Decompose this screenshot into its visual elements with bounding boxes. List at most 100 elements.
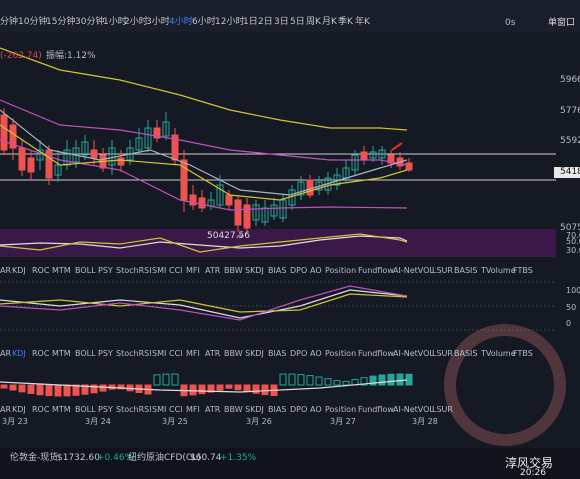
histogram-bar bbox=[243, 384, 251, 393]
interval-button[interactable]: 月K bbox=[322, 17, 337, 27]
indicator-tab[interactable]: BOLL bbox=[75, 266, 96, 275]
window-button[interactable]: 单窗口 bbox=[548, 18, 576, 28]
interval-button[interactable]: 15分钟 bbox=[46, 17, 76, 27]
indicator-tab[interactable]: ATR bbox=[205, 349, 221, 358]
indicator-tab[interactable]: AO bbox=[310, 405, 322, 414]
indicator-tab[interactable]: Position bbox=[325, 349, 357, 358]
candle-body bbox=[45, 149, 53, 179]
interval-button[interactable]: 30分钟 bbox=[75, 17, 105, 27]
indicator-tab[interactable]: SKDJ bbox=[245, 405, 264, 414]
histogram-bar bbox=[315, 376, 323, 386]
indicator-tab[interactable]: MTM bbox=[52, 349, 71, 358]
histogram-bar bbox=[396, 373, 404, 386]
histogram-bar bbox=[162, 373, 170, 386]
candle-body bbox=[279, 199, 287, 219]
indicator-tab[interactable]: BBW bbox=[224, 405, 243, 414]
interval-button[interactable]: 2日 bbox=[258, 17, 273, 27]
indicator-tab[interactable]: CCI bbox=[169, 349, 183, 358]
indicator-tab[interactable]: AO bbox=[310, 266, 322, 275]
histogram-bar bbox=[306, 375, 314, 386]
indicator-tab[interactable]: ROC bbox=[32, 266, 50, 275]
indicator-tab[interactable]: SMI bbox=[152, 266, 167, 275]
candle-body bbox=[369, 151, 377, 159]
interval-button[interactable]: 10分钟 bbox=[18, 17, 48, 27]
interval-button[interactable]: 3日 bbox=[274, 17, 289, 27]
interval-button[interactable]: 年K bbox=[355, 17, 370, 27]
indicator-tab[interactable]: DPO bbox=[290, 266, 308, 275]
indicator-tab[interactable]: MTM bbox=[52, 405, 71, 414]
indicator-tab[interactable]: BASIS bbox=[454, 349, 478, 358]
indicator-tab[interactable]: AI-NetVOL bbox=[393, 405, 434, 414]
indicator-tab[interactable]: MFI bbox=[186, 266, 200, 275]
indicator-tab[interactable]: AI-NetVOL bbox=[393, 349, 434, 358]
indicator-tab[interactable]: ATR bbox=[205, 266, 221, 275]
indicator-tab[interactable]: ROC bbox=[32, 405, 50, 414]
indicator-tab[interactable]: BASIS bbox=[454, 266, 478, 275]
indicator-tab[interactable]: StochRSI bbox=[116, 266, 152, 275]
indicator-tab[interactable]: MFI bbox=[186, 349, 200, 358]
indicator-tab[interactable]: LSUR bbox=[432, 349, 453, 358]
interval-button[interactable]: 1日 bbox=[243, 17, 258, 27]
indicator-tab[interactable]: Position bbox=[325, 405, 357, 414]
indicator-tab[interactable]: BBW bbox=[224, 266, 243, 275]
indicator-tab[interactable]: ROC bbox=[32, 349, 50, 358]
indicator-tab[interactable]: BIAS bbox=[268, 405, 287, 414]
indicator-tab[interactable]: BOLL bbox=[75, 405, 96, 414]
interval-button[interactable]: 季K bbox=[338, 17, 353, 27]
interval-button[interactable]: 3小时 bbox=[146, 17, 170, 27]
interval-button[interactable]: 分钟 bbox=[0, 17, 19, 27]
interval-button[interactable]: 5日 bbox=[290, 17, 305, 27]
indicator-tab[interactable]: AR bbox=[0, 266, 12, 275]
indicator-tab[interactable]: MFI bbox=[186, 405, 200, 414]
interval-button[interactable]: 4小时 bbox=[169, 17, 193, 27]
indicator-tab[interactable]: Position bbox=[325, 266, 357, 275]
indicator-tab[interactable]: AI-NetVOL bbox=[393, 266, 434, 275]
candle-body bbox=[0, 114, 8, 151]
indicator-tab[interactable]: SKDJ bbox=[245, 349, 264, 358]
indicator-tab[interactable]: TVolume bbox=[481, 349, 516, 358]
indicator-tab[interactable]: ATR bbox=[205, 405, 221, 414]
interval-button[interactable]: 1小时 bbox=[103, 17, 127, 27]
indicator-tab[interactable]: StochRSI bbox=[116, 405, 152, 414]
indicator-tab[interactable]: BBW bbox=[224, 349, 243, 358]
indicator-tab[interactable]: DPO bbox=[290, 349, 308, 358]
indicator-tab[interactable]: TVolume bbox=[481, 266, 516, 275]
date-label: 3月 28 bbox=[412, 417, 438, 426]
indicator-tab[interactable]: KDJ bbox=[12, 349, 26, 358]
indicator-tab[interactable]: Fundflow bbox=[358, 405, 394, 414]
indicator-tab[interactable]: PSY bbox=[98, 349, 113, 358]
indicator-tab[interactable]: Fundflow bbox=[358, 349, 394, 358]
candle-body bbox=[153, 127, 161, 139]
indicator-tab[interactable]: KDJ bbox=[12, 266, 26, 275]
indicator-tab[interactable]: AO bbox=[310, 349, 322, 358]
indicator-tab[interactable]: Fundflow bbox=[358, 266, 394, 275]
interval-button[interactable]: 12小时 bbox=[215, 17, 245, 27]
indicator-tab[interactable]: CCI bbox=[169, 405, 183, 414]
indicator-tab[interactable]: FTBS bbox=[513, 266, 533, 275]
indicator-tab[interactable]: CCI bbox=[169, 266, 183, 275]
indicator-tab[interactable]: MTM bbox=[52, 266, 71, 275]
indicator-tab[interactable]: AR bbox=[0, 349, 12, 358]
indicator-tab[interactable]: BIAS bbox=[268, 349, 287, 358]
indicator-tab[interactable]: FTBS bbox=[513, 349, 533, 358]
indicator-tab[interactable]: PSY bbox=[98, 266, 113, 275]
indicator-tab[interactable]: DPO bbox=[290, 405, 308, 414]
indicator-tab[interactable]: StochRSI bbox=[116, 349, 152, 358]
interval-button[interactable]: 周K bbox=[306, 17, 321, 27]
indicator-tab[interactable]: BOLL bbox=[75, 349, 96, 358]
histogram-bar bbox=[90, 384, 98, 394]
interval-button[interactable]: 2小时 bbox=[124, 17, 148, 27]
indicator-tab[interactable]: AR bbox=[0, 405, 12, 414]
histogram-bar bbox=[234, 384, 242, 391]
indicator-tab[interactable]: BIAS bbox=[268, 266, 287, 275]
interval-button[interactable]: 6小时 bbox=[192, 17, 216, 27]
indicator-tab[interactable]: SMI bbox=[152, 405, 167, 414]
kdj-line bbox=[0, 289, 408, 319]
kdj-label: 100 bbox=[566, 286, 580, 295]
indicator-tab[interactable]: LSUR bbox=[432, 266, 453, 275]
indicator-tab[interactable]: LSUR bbox=[432, 405, 453, 414]
indicator-tab[interactable]: SKDJ bbox=[245, 266, 264, 275]
indicator-tab[interactable]: PSY bbox=[98, 405, 113, 414]
indicator-tab[interactable]: KDJ bbox=[12, 405, 26, 414]
indicator-tab[interactable]: SMI bbox=[152, 349, 167, 358]
